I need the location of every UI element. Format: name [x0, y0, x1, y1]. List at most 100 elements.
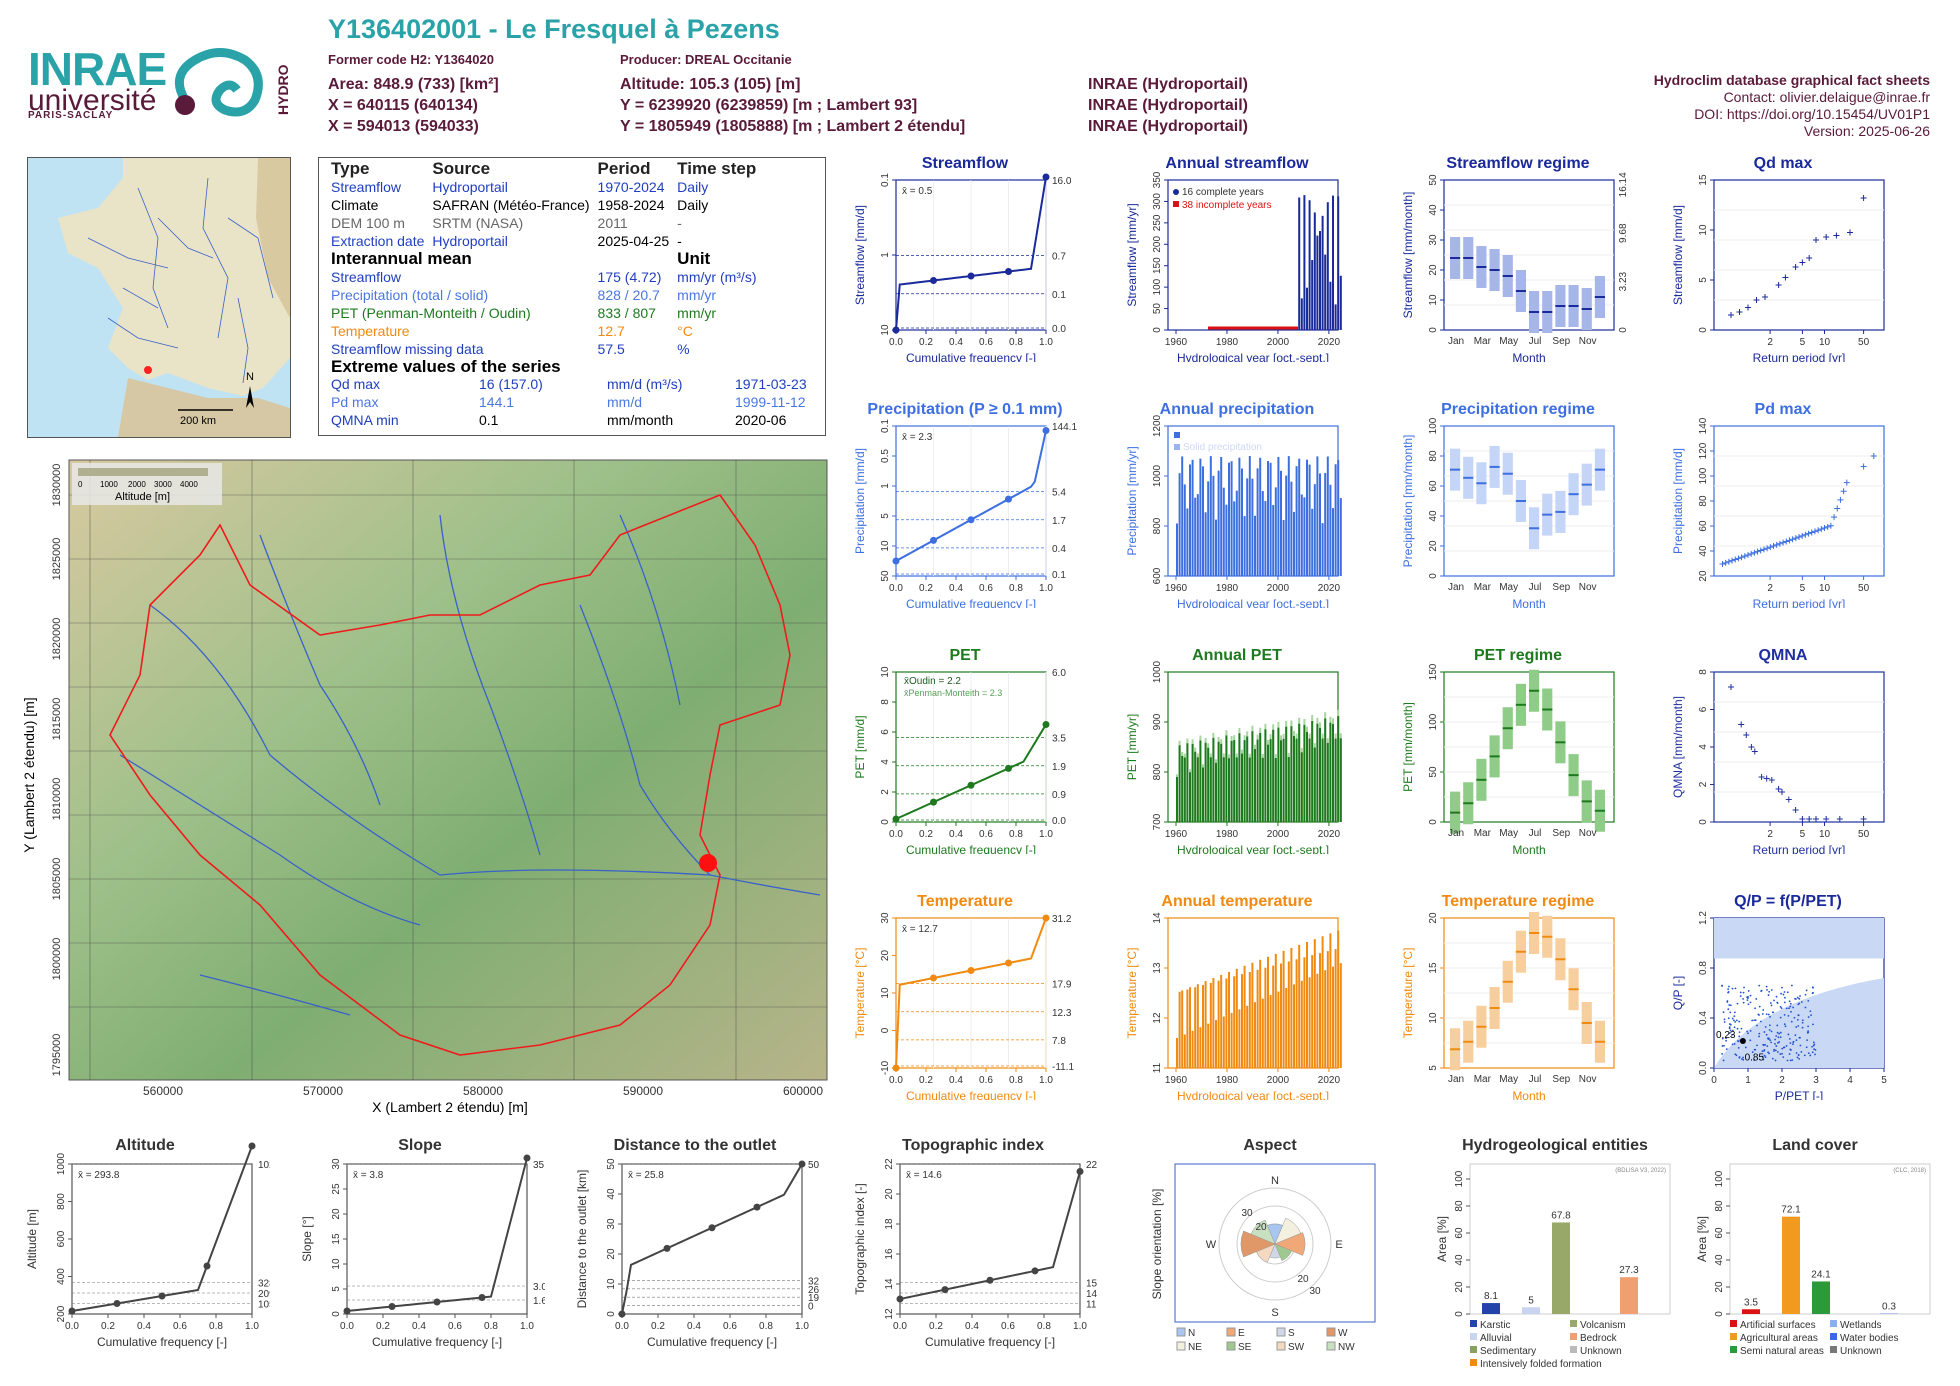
- mean-value: 833 / 807: [597, 305, 656, 321]
- quantile-label: 26: [808, 1285, 820, 1296]
- category-bar: [1522, 1307, 1540, 1314]
- y-tick-label: 60: [1428, 480, 1439, 492]
- x-l93-line: X = 640115 (640134): [328, 97, 478, 114]
- reference-doi[interactable]: DOI: https://doi.org/10.15454/UV01P1: [1694, 106, 1930, 122]
- mean-label: x̄Penman-Monteith = 2.3: [904, 688, 1002, 698]
- legend-tick: 2000: [128, 480, 146, 489]
- cdf-point: [663, 1244, 671, 1252]
- budyko-point: [1774, 1059, 1777, 1062]
- annual-bar: [1303, 497, 1306, 576]
- mini-map-svg: 200 km N: [28, 158, 290, 437]
- y-tick-label: 10: [880, 666, 891, 678]
- budyko-point: [1790, 1010, 1792, 1013]
- x-tick-label: 5: [1800, 583, 1806, 594]
- annual-bar: [1233, 501, 1236, 576]
- altitude-legend-bar: [78, 468, 208, 476]
- x-tick-label: 2020: [1318, 337, 1341, 348]
- cdf-point: [986, 1276, 994, 1284]
- y-tick-label: 60: [1698, 520, 1709, 532]
- y-tick-label: 0: [1698, 819, 1709, 825]
- month-label: Jan: [1448, 1074, 1464, 1085]
- annual-bar: [1243, 740, 1246, 822]
- x-axis-label: Hydrological year [oct.-sept.]: [1177, 843, 1329, 854]
- rp-point: [1792, 535, 1799, 542]
- budyko-point: [1721, 985, 1723, 987]
- x-tick-label: 0.4: [687, 1321, 701, 1332]
- budyko-point: [1746, 999, 1749, 1002]
- reference-contact[interactable]: Contact: olivier.delaigue@inrae.fr: [1723, 89, 1930, 105]
- budyko-point: [1787, 1014, 1790, 1017]
- budyko-point: [1762, 1058, 1765, 1061]
- rp-point: [1743, 732, 1750, 738]
- budyko-point: [1788, 1007, 1790, 1010]
- budyko-point: [1737, 1046, 1740, 1049]
- rp-point: [1764, 545, 1771, 552]
- annual-bar: [1332, 724, 1334, 822]
- legend-square: [1470, 1333, 1477, 1340]
- x-tick-label: 1.0: [520, 1321, 534, 1332]
- annual-bar: [1186, 743, 1189, 822]
- rp-point: [1767, 544, 1774, 551]
- annual-bar: [1261, 491, 1264, 576]
- extreme-header: Extreme values of the series: [331, 357, 561, 376]
- annual-bar: [1191, 743, 1194, 822]
- source-3: INRAE (Hydroportail): [1088, 118, 1248, 135]
- annual-bar: [1235, 757, 1238, 822]
- annual-bar: [1181, 755, 1184, 822]
- y-tick-label: 80: [1698, 495, 1709, 507]
- x-axis-label: Return period [yr]: [1753, 351, 1846, 362]
- cdf-point: [388, 1303, 396, 1310]
- annual-bar: [1274, 487, 1277, 576]
- annual-bar: [1319, 230, 1321, 330]
- rose-sector: [1274, 1243, 1292, 1261]
- x-tick-label: 50: [1858, 829, 1870, 840]
- annual-bar: [1303, 957, 1306, 1068]
- legend-square: [1174, 444, 1180, 450]
- map-x-tick: 600000: [783, 1084, 823, 1098]
- annual-bar: [1220, 743, 1223, 822]
- legend-tick: 4000: [180, 480, 198, 489]
- annual-bar: [1285, 475, 1288, 576]
- budyko-point: [1743, 986, 1745, 989]
- cdf-point: [478, 1294, 486, 1301]
- budyko-point: [1783, 991, 1786, 993]
- mean-label: Streamflow: [331, 269, 402, 285]
- budyko-point: [1777, 1036, 1780, 1039]
- legend-label: Wetlands: [1840, 1320, 1882, 1331]
- quantile-label: 15: [1086, 1279, 1098, 1290]
- quantile-label: 0.0: [1052, 324, 1066, 335]
- map-xlabel: X (Lambert 2 étendu) [m]: [372, 1099, 528, 1115]
- chart-title: Annual temperature: [1161, 893, 1312, 910]
- budyko-point: [1789, 1059, 1792, 1062]
- annual-bar: [1186, 508, 1189, 576]
- header-period: Period: [597, 159, 651, 178]
- cdf-point: [930, 798, 937, 806]
- cdf-point: [892, 815, 900, 823]
- legend-square: [1730, 1320, 1737, 1327]
- chart-title: Streamflow: [922, 155, 1009, 172]
- budyko-point: [1811, 1051, 1814, 1054]
- quantile-label: 1.7: [1052, 516, 1066, 527]
- x-tick-label: 0.6: [979, 337, 993, 348]
- x-axis-label: Cumulative frequency [-]: [97, 1335, 227, 1349]
- x-tick-label: 0.2: [919, 583, 933, 594]
- x-axis-label: Hydrological year [oct.-sept.]: [1177, 1089, 1329, 1100]
- cdf-point: [930, 536, 937, 544]
- y-tick-label: 10: [880, 540, 891, 552]
- x-tick-label: 1960: [1165, 1075, 1188, 1086]
- point-label: 0.23: [1716, 1030, 1736, 1041]
- budyko-point: [1762, 1009, 1765, 1011]
- annual-bar: [1295, 466, 1298, 576]
- x-tick-label: 0.2: [929, 1321, 943, 1332]
- x-tick-label: 2000: [1267, 337, 1290, 348]
- budyko-point: [1779, 1053, 1782, 1055]
- x-tick-label: 3: [1813, 1075, 1819, 1086]
- budyko-point: [1747, 1003, 1750, 1006]
- annual-bar: [1277, 456, 1280, 576]
- bar-value-label: 67.8: [1551, 1210, 1571, 1221]
- y-tick-label: 18: [884, 1218, 895, 1230]
- month-label: Jan: [1448, 336, 1464, 347]
- rp-point: [1802, 531, 1809, 538]
- legend-tick: 1000: [100, 480, 118, 489]
- bar-value-label: 72.1: [1781, 1205, 1801, 1216]
